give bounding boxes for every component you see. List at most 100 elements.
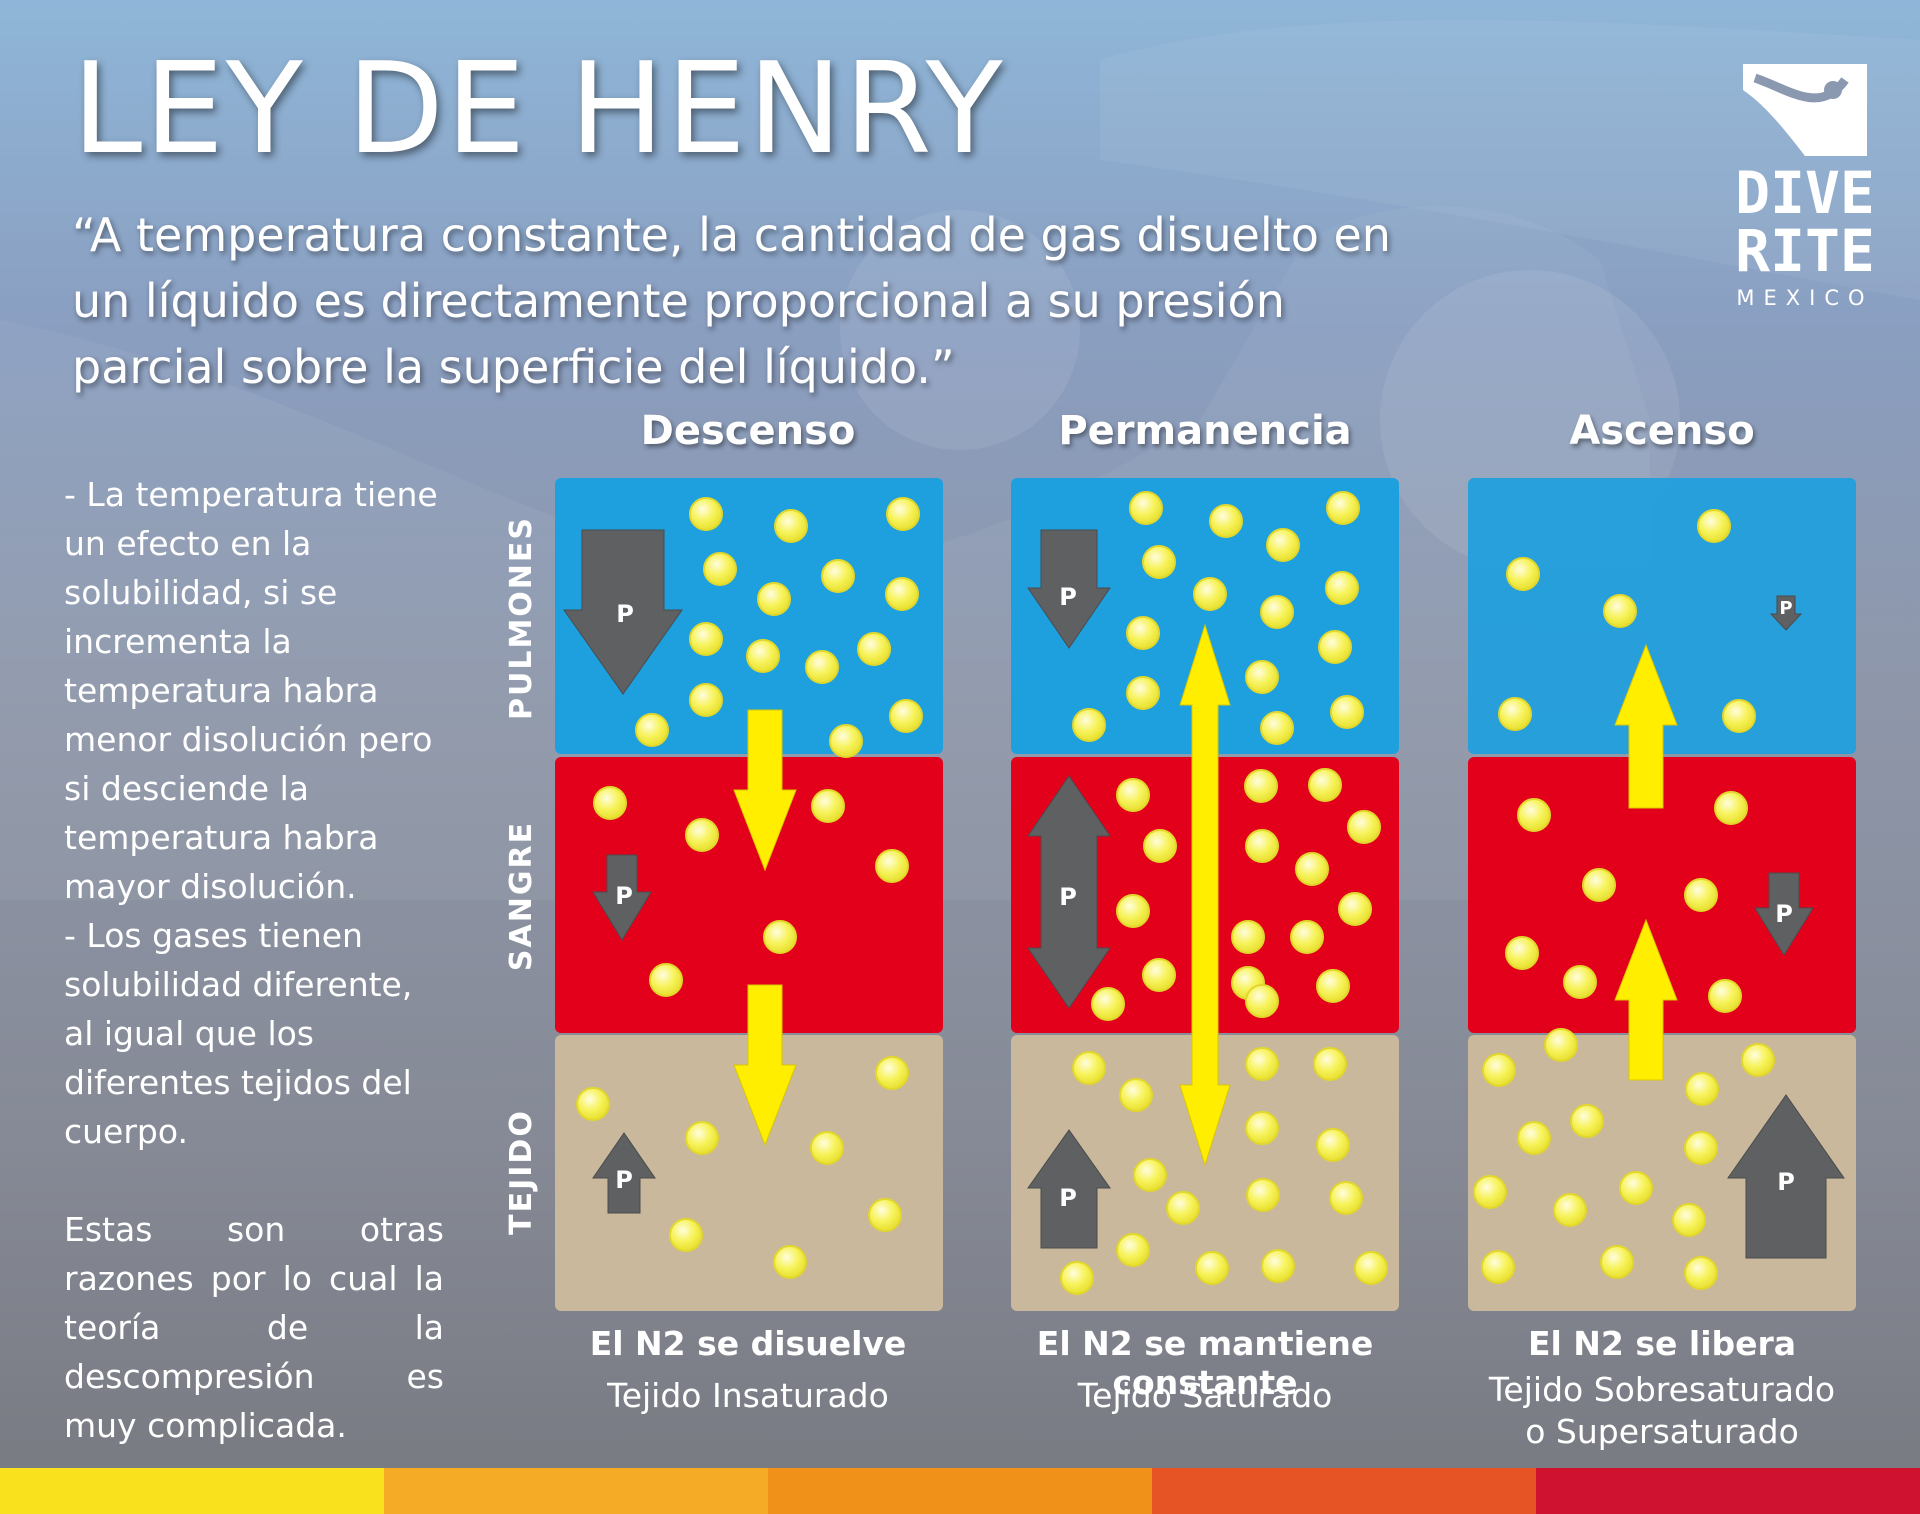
nitrogen-molecule (1741, 1043, 1775, 1077)
nitrogen-molecule (685, 818, 719, 852)
logo-word-dive: DIVE (1735, 159, 1875, 227)
nitrogen-molecule (1506, 557, 1540, 591)
nitrogen-molecule (1481, 1250, 1515, 1284)
nitrogen-molecule (1685, 1072, 1719, 1106)
nitrogen-molecule (1143, 829, 1177, 863)
nitrogen-molecule (1582, 868, 1616, 902)
pressure-label: P (615, 882, 633, 910)
nitrogen-molecule (1313, 1047, 1347, 1081)
nitrogen-molecule (875, 1056, 909, 1090)
nitrogen-molecule (1619, 1171, 1653, 1205)
nitrogen-molecule (1325, 571, 1359, 605)
flow-arrow-descenso-bottom (733, 984, 797, 1147)
nitrogen-molecule (1231, 920, 1265, 954)
logo-word-mexico: MEXICO (1736, 286, 1874, 310)
nitrogen-molecule (811, 789, 845, 823)
side-paragraph-temperature: - La temperatura tiene un efecto en la s… (64, 475, 438, 906)
subcaption-permanencia: Tejido Saturado (1077, 1376, 1333, 1415)
subcaption-ascenso-line1: Tejido Sobresaturado (1488, 1370, 1836, 1409)
side-paragraph-conclusion: Estas son otras razones por lo cual la t… (64, 1210, 444, 1445)
flow-arrow-ascenso-top (1614, 643, 1678, 809)
nitrogen-molecule (1266, 528, 1300, 562)
nitrogen-molecule (1142, 958, 1176, 992)
nitrogen-molecule (576, 1087, 610, 1121)
stripe-segment (0, 1468, 384, 1514)
stripe-segment (768, 1468, 1152, 1514)
nitrogen-molecule (1295, 852, 1329, 886)
nitrogen-molecule (1672, 1203, 1706, 1237)
nitrogen-molecule (1684, 1131, 1718, 1165)
pressure-arrow-permanencia-pulmones (1027, 529, 1111, 649)
nitrogen-molecule (1290, 920, 1324, 954)
nitrogen-molecule (1195, 1251, 1229, 1285)
flow-arrow-permanencia-double (1179, 623, 1231, 1167)
nitrogen-molecule (1116, 778, 1150, 812)
nitrogen-molecule (1600, 1245, 1634, 1279)
nitrogen-molecule (886, 497, 920, 531)
nitrogen-molecule (1260, 711, 1294, 745)
nitrogen-molecule (1246, 1178, 1280, 1212)
nitrogen-molecule (1505, 936, 1539, 970)
pressure-arrow-descenso-sangre (592, 854, 652, 941)
henry-law-quote: “A temperatura constante, la cantidad de… (72, 208, 1391, 394)
nitrogen-molecule (1329, 1181, 1363, 1215)
pressure-arrow-ascenso-sangre (1754, 872, 1814, 956)
nitrogen-molecule (703, 552, 737, 586)
nitrogen-molecule (1245, 1111, 1279, 1145)
nitrogen-molecule (1603, 594, 1637, 628)
nitrogen-molecule (689, 683, 723, 717)
nitrogen-molecule (1338, 892, 1372, 926)
nitrogen-molecule (1060, 1261, 1094, 1295)
nitrogen-molecule (1126, 616, 1160, 650)
pressure-arrow-permanencia-sangre (1027, 775, 1111, 1009)
panel-ascenso-pulmones (1468, 478, 1856, 754)
nitrogen-molecule (1245, 1047, 1279, 1081)
nitrogen-molecule (635, 713, 669, 747)
nitrogen-molecule (1354, 1251, 1388, 1285)
nitrogen-molecule (1708, 979, 1742, 1013)
panel-descenso-tejido (555, 1035, 943, 1311)
nitrogen-molecule (1326, 491, 1360, 525)
side-paragraph-solubility: - Los gases tienen solubilidad diferente… (64, 916, 413, 1151)
pressure-label: P (616, 600, 634, 628)
nitrogen-molecule (857, 632, 891, 666)
nitrogen-molecule (1330, 695, 1364, 729)
nitrogen-molecule (1244, 769, 1278, 803)
pressure-arrow-ascenso-tejido (1727, 1094, 1845, 1259)
nitrogen-molecule (1347, 810, 1381, 844)
nitrogen-molecule (1498, 697, 1532, 731)
nitrogen-molecule (1563, 965, 1597, 999)
nitrogen-molecule (757, 582, 791, 616)
nitrogen-molecule (774, 509, 808, 543)
pressure-arrow-permanencia-tejido (1027, 1129, 1111, 1249)
nitrogen-molecule (1245, 829, 1279, 863)
pressure-label: P (1059, 1184, 1077, 1212)
nitrogen-molecule (821, 559, 855, 593)
pressure-label: P (1775, 900, 1793, 928)
nitrogen-molecule (649, 963, 683, 997)
pressure-label: P (1059, 583, 1077, 611)
pressure-label: P (1777, 1168, 1795, 1196)
nitrogen-molecule (1697, 509, 1731, 543)
caption-ascenso: El N2 se libera (1527, 1324, 1797, 1363)
nitrogen-molecule (1684, 878, 1718, 912)
nitrogen-molecule (1261, 1249, 1295, 1283)
pressure-arrow-ascenso-pulmones (1769, 595, 1803, 631)
caption-descenso: El N2 se disuelve (589, 1324, 907, 1363)
logo-emblem-icon (1743, 64, 1867, 156)
nitrogen-molecule (1316, 969, 1350, 1003)
panel-ascenso-sangre (1468, 757, 1856, 1033)
nitrogen-molecule (1116, 894, 1150, 928)
nitrogen-molecule (1119, 1078, 1153, 1112)
panel-descenso-sangre (555, 757, 943, 1033)
nitrogen-molecule (1072, 708, 1106, 742)
page-title: LEY DE HENRY (72, 35, 1005, 182)
stripe-segment (1152, 1468, 1536, 1514)
nitrogen-molecules (576, 491, 1775, 1295)
nitrogen-molecule (1473, 1175, 1507, 1209)
column-heading-ascenso: Ascenso (1569, 408, 1755, 454)
nitrogen-molecule (1129, 491, 1163, 525)
pressure-arrow-descenso-tejido (592, 1132, 656, 1214)
nitrogen-molecule (1245, 984, 1279, 1018)
pressure-arrow-descenso-pulmones (563, 529, 683, 695)
